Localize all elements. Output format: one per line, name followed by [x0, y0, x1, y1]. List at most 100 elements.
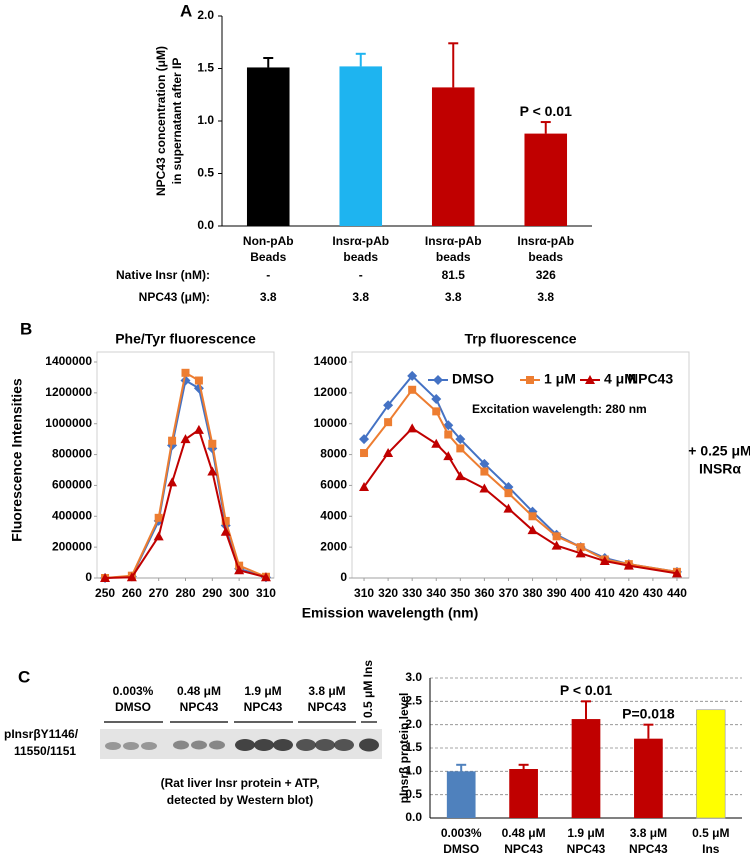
marker	[153, 531, 164, 541]
legend-label: 4 μM	[604, 371, 636, 387]
marker	[208, 439, 217, 448]
marker	[100, 573, 111, 582]
marker	[528, 512, 537, 521]
y-axis-label: NPC43 concentration (μM)	[154, 46, 168, 196]
marker	[180, 434, 191, 444]
bar	[696, 709, 726, 819]
marker	[260, 572, 271, 582]
band	[141, 742, 157, 750]
table-cell: 3.8	[537, 290, 554, 304]
chart-title: Phe/Tyr fluorescence	[115, 331, 256, 347]
lane-label: 3.8 μM	[308, 684, 345, 698]
blot-caption: detected by Western blot)	[167, 793, 313, 807]
bar	[634, 738, 663, 818]
x-tick-label: NPC43	[504, 842, 543, 856]
y-tick-label: 6000	[320, 478, 347, 492]
series-line	[104, 371, 267, 579]
y-tick-label: 800000	[52, 447, 92, 461]
panel-label: C	[18, 667, 30, 686]
y-tick-label: 400000	[52, 508, 92, 522]
panel-label: B	[20, 319, 32, 338]
band	[209, 740, 225, 750]
marker	[383, 400, 394, 411]
marker	[407, 423, 418, 433]
marker	[359, 434, 370, 445]
y-axis-label: pInsrβ protein level	[397, 693, 411, 804]
x-tick-label: 0.003%	[441, 826, 482, 840]
marker	[552, 532, 561, 541]
x-tick-label: 250	[95, 586, 115, 600]
table-cell: 3.8	[352, 290, 369, 304]
band	[123, 742, 139, 750]
marker	[194, 376, 203, 385]
x-tick-label: DMSO	[443, 842, 479, 856]
table-cell: -	[359, 268, 363, 282]
y-tick-label: 2.0	[197, 8, 214, 22]
marker	[154, 513, 163, 522]
marker	[433, 375, 443, 385]
x-tick-label: Insrα-pAb	[425, 234, 482, 248]
marker	[181, 368, 190, 377]
marker	[408, 385, 417, 394]
band	[191, 740, 207, 750]
marker	[234, 565, 245, 575]
y-tick-label: 1.5	[197, 61, 214, 75]
x-tick-label: 310	[354, 586, 374, 600]
table-cell: 326	[536, 268, 556, 282]
plot-frame	[96, 351, 275, 579]
series-line	[105, 428, 267, 579]
bar	[431, 87, 475, 227]
bar	[571, 719, 601, 818]
marker	[431, 438, 442, 448]
x-tick-label: NPC43	[629, 842, 668, 856]
marker	[431, 394, 442, 405]
marker	[455, 471, 466, 481]
table-cell: 3.8	[260, 290, 277, 304]
y-tick-label: 0	[85, 570, 92, 584]
annotation: Excitation wavelength: 280 nm	[472, 402, 647, 416]
x-tick-label: 360	[474, 586, 494, 600]
x-tick-label: 330	[402, 586, 422, 600]
y-tick-label: 1.5	[405, 740, 422, 754]
marker	[527, 506, 538, 517]
marker	[455, 434, 466, 445]
x-tick-label: 0.5 μM	[692, 826, 729, 840]
x-tick-label: Insrα-pAb	[332, 234, 389, 248]
marker	[479, 458, 490, 469]
x-tick-label: 280	[175, 586, 195, 600]
y-tick-label: 3.0	[405, 670, 422, 684]
y-tick-label: 200000	[52, 539, 92, 553]
y-tick-label: 0.0	[197, 218, 214, 232]
marker	[360, 449, 369, 458]
blot-label: 11550/1151	[14, 744, 76, 758]
band	[296, 739, 316, 751]
band	[273, 739, 293, 751]
marker	[384, 418, 393, 427]
y-tick-label: 4000	[320, 508, 347, 522]
x-tick-label: Insrα-pAb	[517, 234, 574, 248]
marker	[551, 540, 562, 550]
marker	[443, 451, 454, 461]
y-tick-label: 0.5	[405, 787, 422, 801]
y-tick-label: 1400000	[45, 354, 92, 368]
x-tick-label: Beads	[250, 250, 286, 264]
y-tick-label: 600000	[52, 478, 92, 492]
lane-label: 1.9 μM	[244, 684, 281, 698]
table-cell: 81.5	[442, 268, 466, 282]
marker	[585, 375, 595, 384]
y-tick-label: 12000	[314, 385, 348, 399]
x-tick-label: 320	[378, 586, 398, 600]
y-tick-label: 1.0	[197, 113, 214, 127]
band	[173, 740, 189, 750]
legend-suffix: NPC43	[628, 371, 673, 387]
x-tick-label: beads	[436, 250, 471, 264]
marker	[576, 543, 585, 552]
lane-label: NPC43	[244, 700, 283, 714]
x-tick-label: 420	[619, 586, 639, 600]
marker	[599, 556, 610, 566]
marker	[167, 477, 178, 487]
marker	[503, 503, 514, 513]
marker	[526, 376, 534, 384]
band	[315, 739, 335, 751]
